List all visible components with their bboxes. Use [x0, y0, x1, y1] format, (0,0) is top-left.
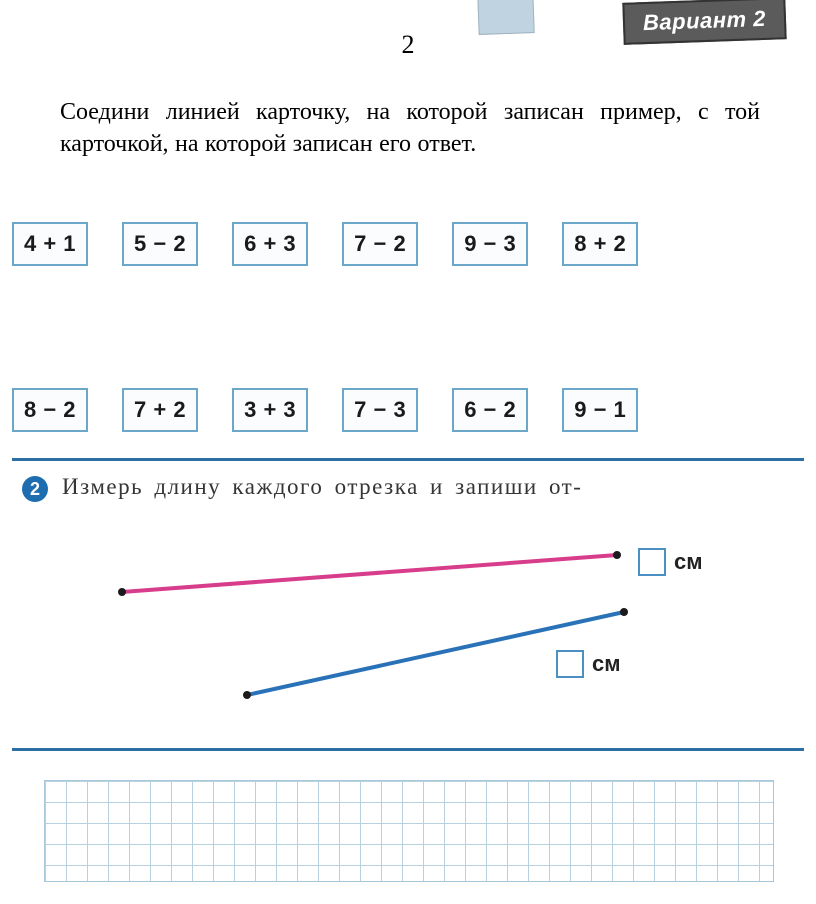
- math-card: 9 − 1: [562, 388, 638, 432]
- divider: [12, 748, 804, 751]
- answer-box[interactable]: [556, 650, 584, 678]
- math-card: 4 + 1: [12, 222, 88, 266]
- math-card: 6 + 3: [232, 222, 308, 266]
- task1-instructions: Соедини линией карточку, на которой запи…: [60, 96, 760, 161]
- task2-instructions: Измерь длину каждого отрезка и запиши от…: [62, 474, 582, 500]
- math-card: 7 − 2: [342, 222, 418, 266]
- math-card: 9 − 3: [452, 222, 528, 266]
- math-card: 7 + 2: [122, 388, 198, 432]
- math-card: 6 − 2: [452, 388, 528, 432]
- math-card: 3 + 3: [232, 388, 308, 432]
- measurement-field-2[interactable]: см: [556, 650, 621, 678]
- math-card: 7 − 3: [342, 388, 418, 432]
- math-card: 8 + 2: [562, 222, 638, 266]
- segment-pink-endpoint: [118, 588, 126, 596]
- unit-label: см: [674, 549, 703, 575]
- card-row-problems: 4 + 1 5 − 2 6 + 3 7 − 2 9 − 3 8 + 2: [12, 222, 804, 266]
- answer-box[interactable]: [638, 548, 666, 576]
- worksheet-page: Вариант 2 2 Соедини линией карточку, на …: [0, 0, 816, 904]
- task2-number-badge: 2: [22, 476, 48, 502]
- segment-pink-endpoint: [613, 551, 621, 559]
- measurement-field-1[interactable]: см: [638, 548, 703, 576]
- math-card: 5 − 2: [122, 222, 198, 266]
- page-number: 2: [0, 30, 816, 60]
- answer-grid[interactable]: [44, 780, 774, 882]
- divider: [12, 458, 804, 461]
- card-row-answers: 8 − 2 7 + 2 3 + 3 7 − 3 6 − 2 9 − 1: [12, 388, 804, 432]
- segment-pink: [122, 555, 617, 592]
- unit-label: см: [592, 651, 621, 677]
- math-card: 8 − 2: [12, 388, 88, 432]
- segment-blue-endpoint: [620, 608, 628, 616]
- segment-blue-endpoint: [243, 691, 251, 699]
